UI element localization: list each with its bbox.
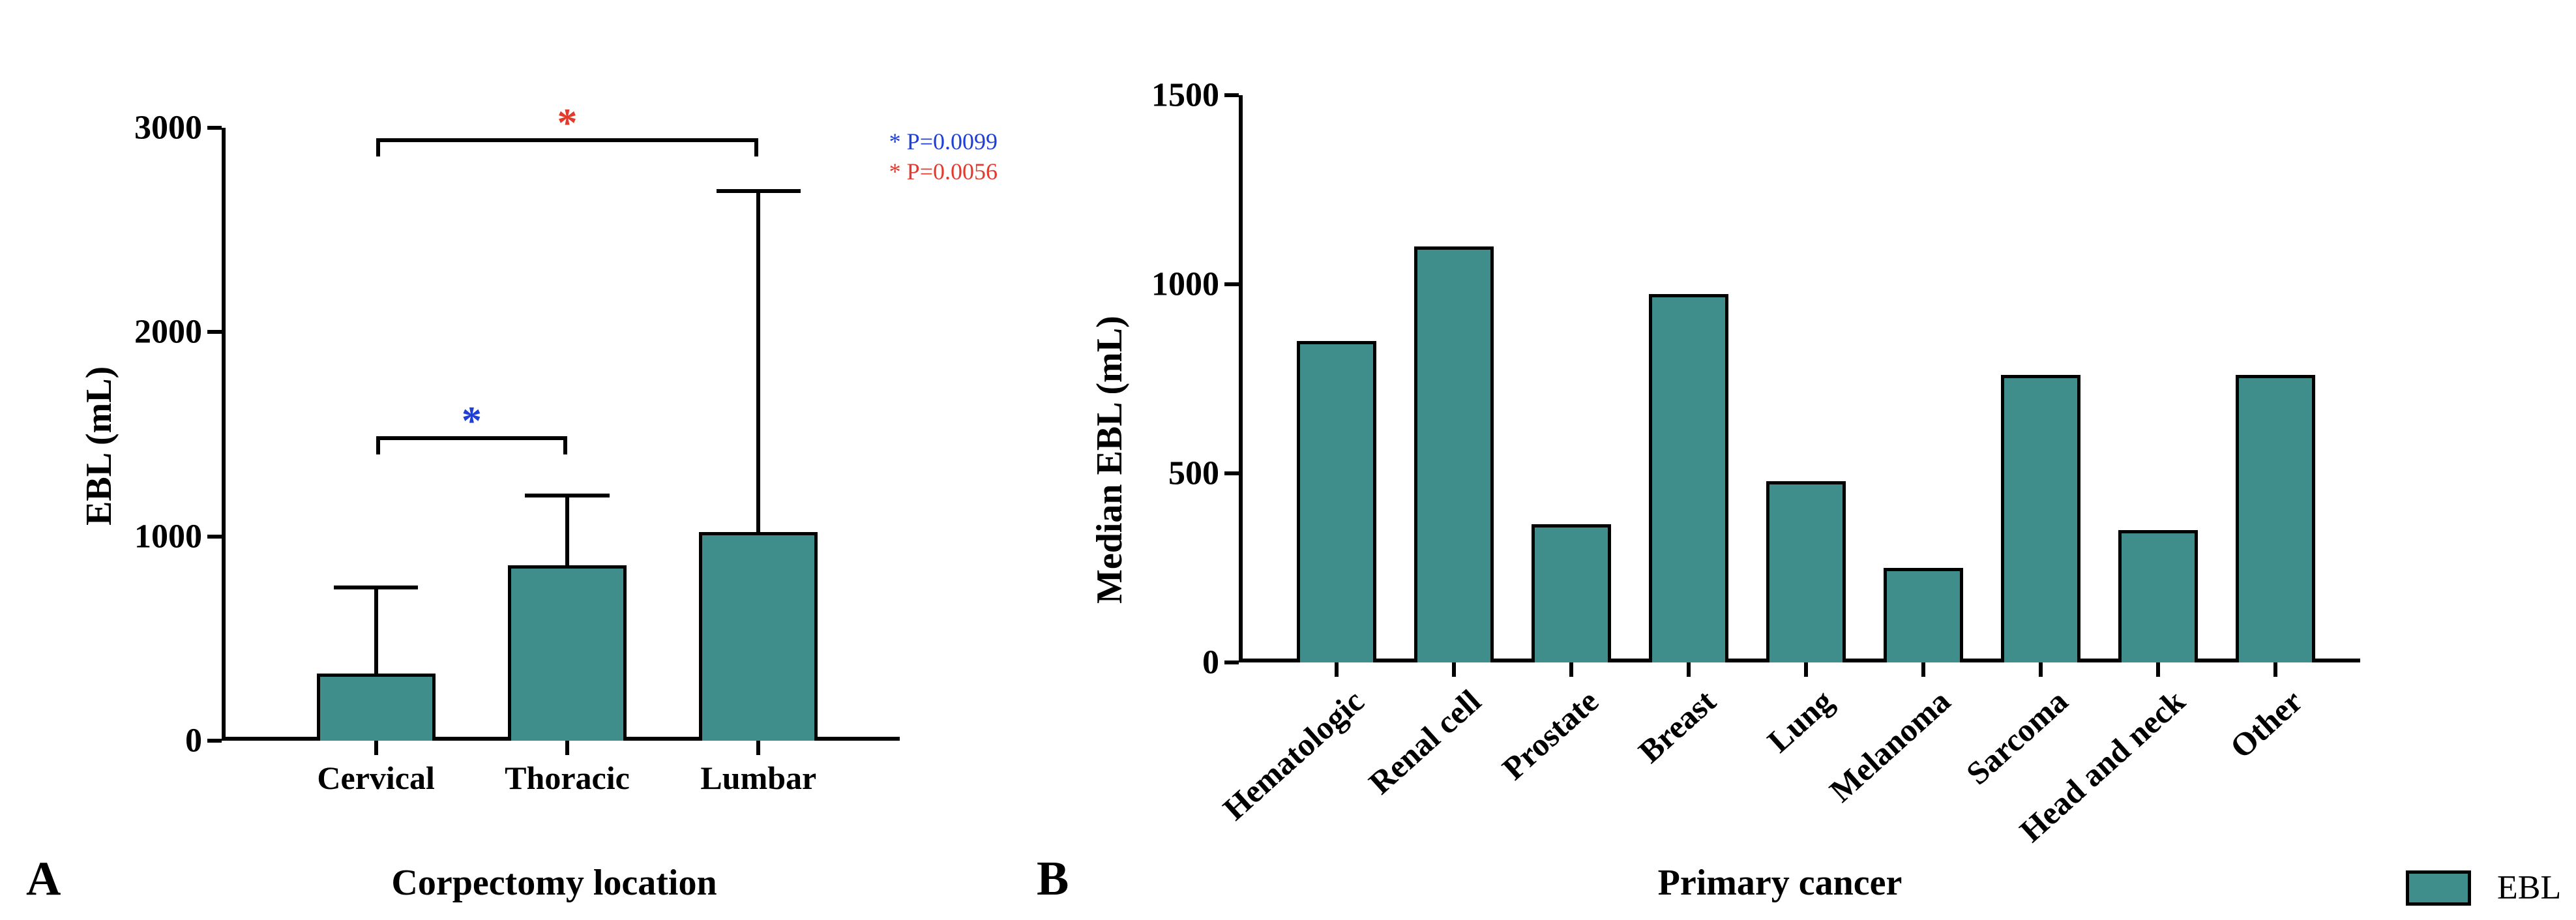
bar <box>1532 524 1611 662</box>
y-axis-line-b <box>1239 95 1243 662</box>
panel-letter-b: B <box>1037 852 1082 907</box>
legend: EBL <box>2406 836 2575 907</box>
significance-bracket: * <box>376 436 567 454</box>
y-axis-title-b: Median EBL (mL) <box>1089 316 1131 604</box>
pvalue-note-blue: * P=0.0099 <box>889 128 998 155</box>
plot-a: 0100020003000CervicalThoracicLumbar** <box>222 128 900 741</box>
significance-bracket: * <box>376 138 759 156</box>
bar <box>508 565 627 741</box>
error-bar <box>525 494 609 565</box>
panel-b-caption-row: B Primary cancer <box>1037 852 2406 907</box>
plot-b: 050010001500HematologicRenal cellProstat… <box>1239 95 2360 662</box>
y-tick-label: 1500 <box>1151 76 1239 115</box>
x-tick-label: Other <box>2223 682 2310 766</box>
panel-letter-a: A <box>26 852 72 907</box>
chart-a-area: EBL (mL) 0 1000 2000 3000 Cervical Thoracic Lu… <box>26 69 1017 852</box>
x-tick-label: Lumbar <box>700 741 816 797</box>
y-axis-line-a <box>222 128 226 741</box>
x-tick-label: Renal cell <box>1361 682 1488 801</box>
x-tick <box>1335 662 1339 677</box>
x-tick <box>2039 662 2043 677</box>
significance-star: * <box>462 411 482 432</box>
x-tick <box>2273 662 2277 677</box>
x-axis-title-b: Primary cancer <box>1226 862 2334 904</box>
bar <box>699 532 818 741</box>
y-tick-label: 0 <box>1202 644 1239 682</box>
x-tick-label: Breast <box>1631 682 1723 770</box>
error-bar <box>334 586 418 674</box>
x-tick-label: Hematologic <box>1215 682 1371 827</box>
y-tick-label: 2000 <box>134 313 222 351</box>
bar <box>1297 341 1376 662</box>
panel-a: EBL (mL) 0 1000 2000 3000 Cervical Thoracic Lu… <box>26 69 1017 907</box>
x-tick-label: Cervical <box>317 741 434 797</box>
y-tick-label: 500 <box>1168 454 1239 493</box>
bar <box>317 674 436 741</box>
error-bar <box>717 189 801 532</box>
y-tick-label: 1000 <box>1151 265 1239 304</box>
legend-label: EBL <box>2497 868 2561 907</box>
x-tick-label: Lung <box>1760 682 1841 760</box>
x-tick <box>1687 662 1691 677</box>
figure-root: EBL (mL) 0 1000 2000 3000 Cervical Thoracic Lu… <box>0 0 2576 920</box>
x-tick <box>2156 662 2160 677</box>
y-axis-title-a: EBL (mL) <box>78 366 120 526</box>
x-tick-label: Prostate <box>1495 682 1606 787</box>
x-tick <box>1921 662 1925 677</box>
x-tick <box>1804 662 1808 677</box>
panel-a-caption-row: A Corpectomy location <box>26 852 1017 907</box>
bar <box>2001 375 2080 662</box>
x-tick-label: Thoracic <box>505 741 630 797</box>
x-tick-label: Sarcoma <box>1959 682 2075 792</box>
x-tick-label: Melanoma <box>1822 682 1958 809</box>
bar <box>2118 530 2198 662</box>
legend-swatch <box>2406 870 2471 906</box>
x-axis-title-a: Corpectomy location <box>163 862 945 904</box>
y-tick-label: 3000 <box>134 109 222 147</box>
y-tick-label: 0 <box>185 722 222 760</box>
chart-b-area: Median EBL (mL) 050010001500HematologicR… <box>1037 69 2406 852</box>
significance-star: * <box>557 113 577 134</box>
pvalue-note-red: * P=0.0056 <box>889 158 998 185</box>
bar <box>2236 375 2315 662</box>
panel-b: Median EBL (mL) 050010001500HematologicR… <box>1037 69 2406 907</box>
bar <box>1414 246 1494 662</box>
x-tick <box>1569 662 1573 677</box>
x-tick <box>1452 662 1456 677</box>
y-tick-label: 1000 <box>134 517 222 556</box>
bar <box>1884 568 1963 662</box>
bar <box>1766 481 1846 662</box>
bar <box>1649 294 1728 663</box>
